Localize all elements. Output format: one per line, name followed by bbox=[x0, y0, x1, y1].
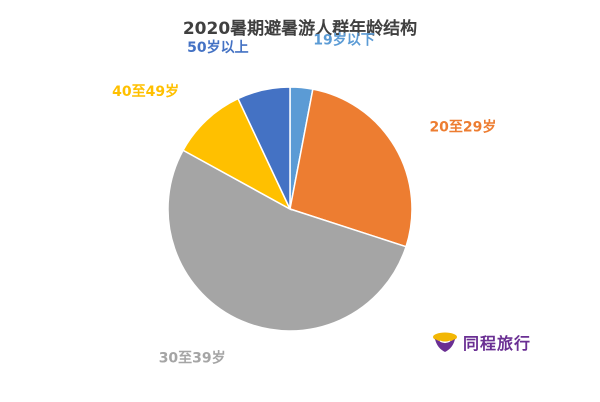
brand-name: 同程旅行 bbox=[463, 334, 532, 353]
chart-title: 2020暑期避暑游人群年龄结构 bbox=[182, 19, 418, 39]
pie-slices bbox=[167, 86, 413, 332]
pie-slice bbox=[182, 97, 292, 211]
slice-label: 20至29岁 bbox=[429, 119, 496, 136]
slice-label: 30至39岁 bbox=[159, 350, 226, 367]
slice-label: 19岁以下 bbox=[313, 32, 374, 49]
pie-slice bbox=[289, 88, 413, 248]
slice-label: 40至49岁 bbox=[112, 83, 179, 100]
pie-labels: 19岁以下 20至29岁 30至39岁 40至49岁 50岁以上 bbox=[112, 32, 496, 367]
pie-slice bbox=[237, 86, 291, 210]
tongcheng-logo-icon bbox=[433, 332, 457, 352]
pie-slice bbox=[167, 149, 407, 332]
slice-label: 50岁以上 bbox=[187, 39, 248, 56]
brand-logo: 同程旅行 bbox=[432, 330, 531, 354]
